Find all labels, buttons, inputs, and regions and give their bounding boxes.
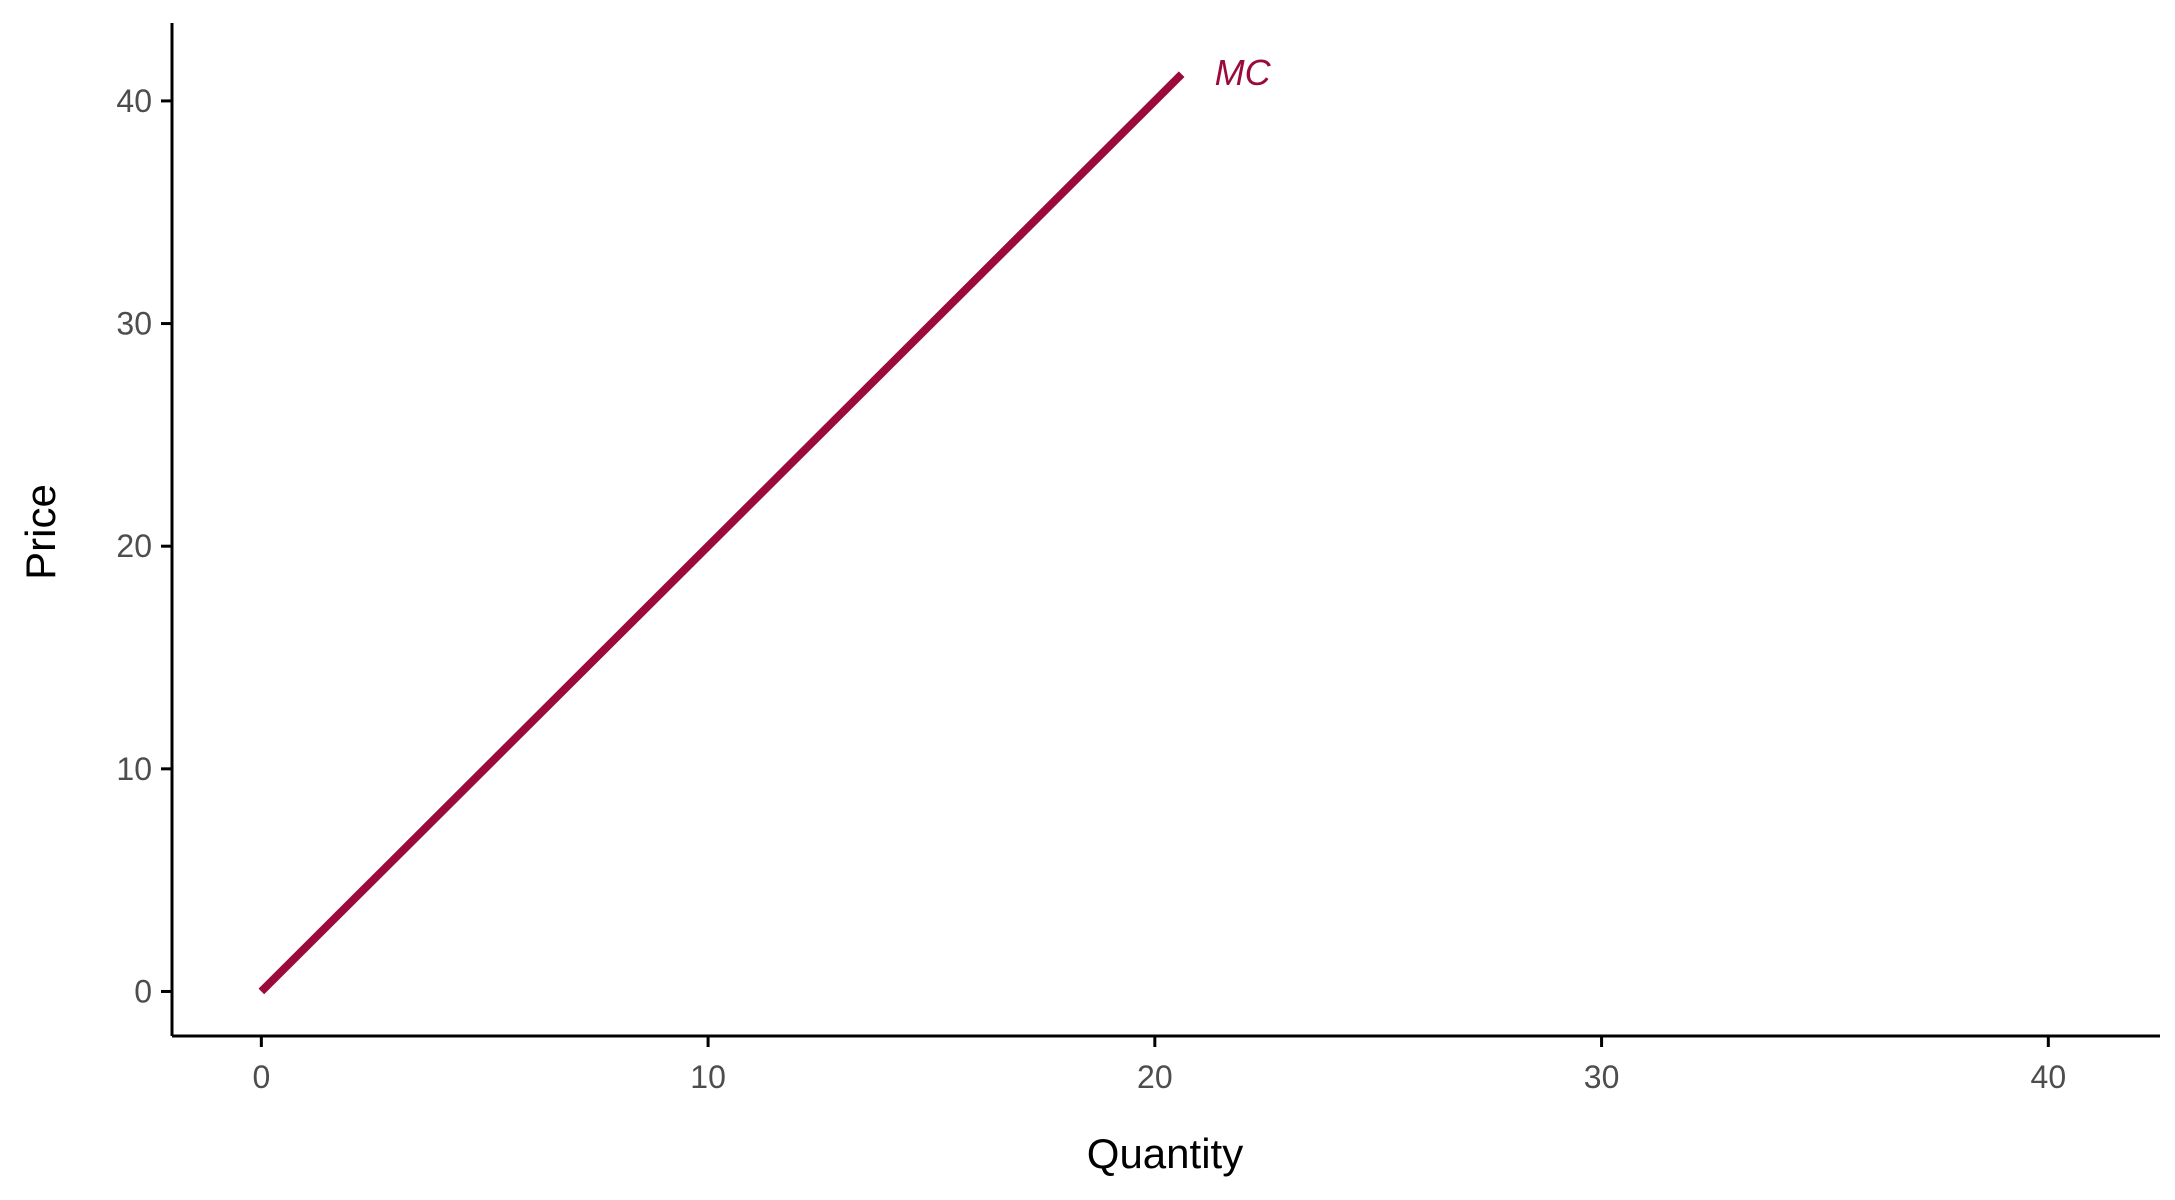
x-tick-label: 10 [690, 1059, 726, 1095]
series-line-mc [258, 71, 1185, 995]
y-tick-label: 20 [116, 528, 152, 564]
x-tick-label: 30 [1584, 1059, 1620, 1095]
series-layer: MC [258, 52, 1272, 995]
y-tick-label: 40 [116, 83, 152, 119]
x-axis-title: Quantity [1087, 1130, 1243, 1177]
x-tick-label: 20 [1137, 1059, 1173, 1095]
y-tick-label: 0 [134, 973, 152, 1009]
y-axis-title: Price [17, 484, 64, 580]
y-tick-label: 30 [116, 306, 152, 342]
x-tick-label: 0 [252, 1059, 270, 1095]
y-tick-label: 10 [116, 751, 152, 787]
y-axis: 0 10 20 30 40 [116, 23, 174, 1036]
series-label-mc: MC [1215, 52, 1272, 93]
x-axis: 0 10 20 30 40 [172, 1034, 2160, 1095]
x-tick-label: 40 [2031, 1059, 2067, 1095]
